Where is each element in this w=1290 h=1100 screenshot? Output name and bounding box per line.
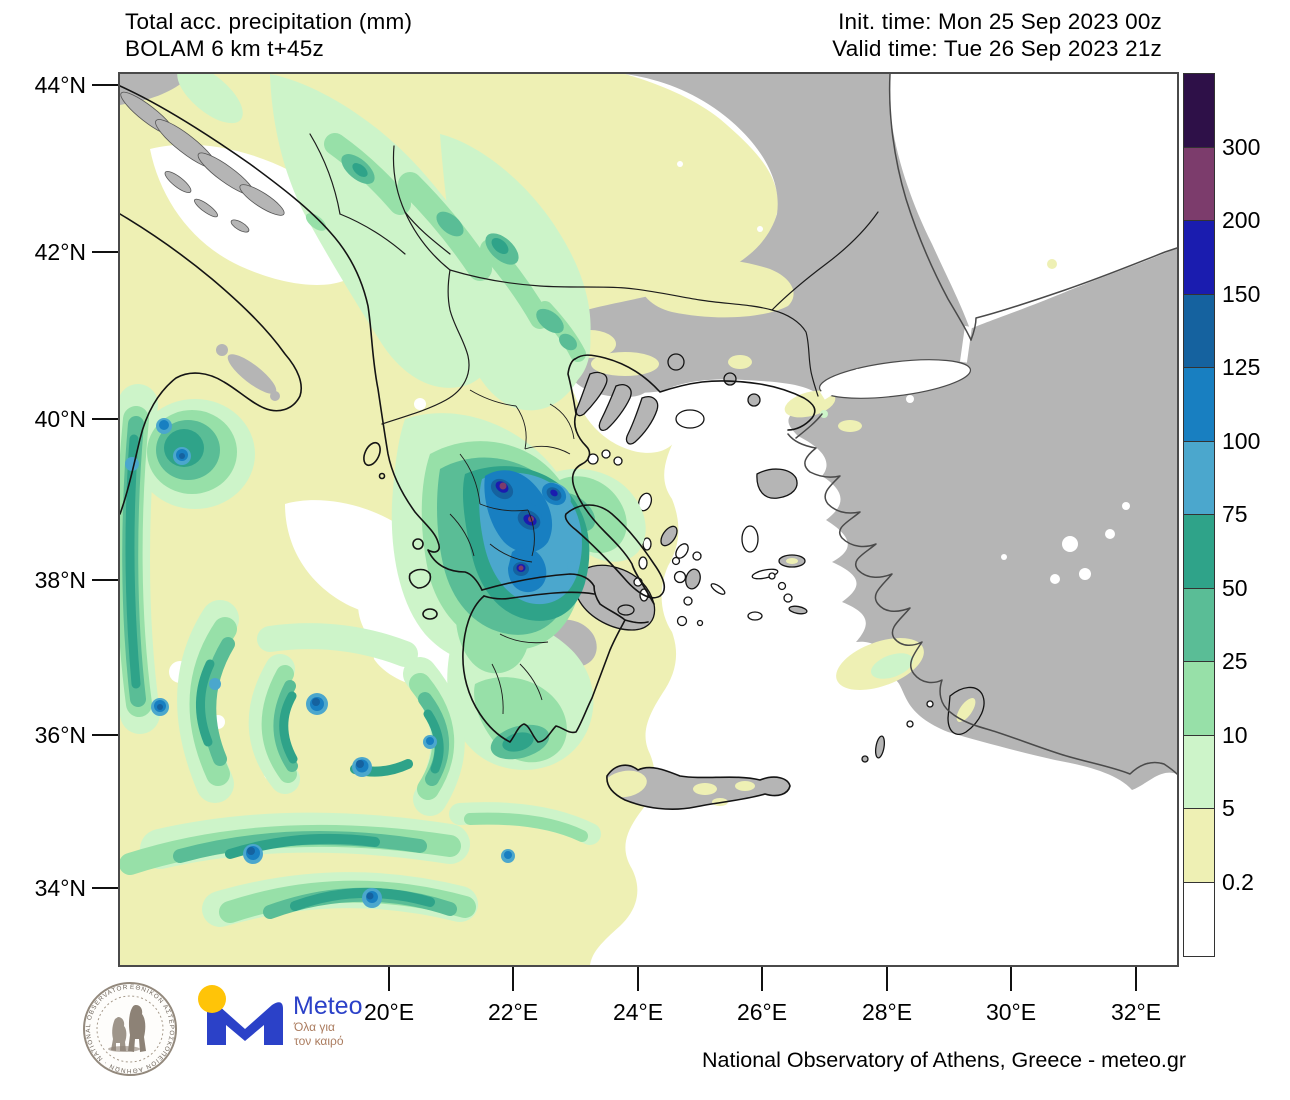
map-canvas xyxy=(120,74,1177,965)
lon-label: 28°E xyxy=(861,999,913,1025)
lon-tick xyxy=(1010,965,1012,991)
colorbar-segment xyxy=(1184,368,1214,442)
prefecture-borders xyxy=(449,389,575,715)
model-run-label: BOLAM 6 km t+45z xyxy=(125,36,324,61)
croatian-islands xyxy=(120,91,285,233)
colorbar-label: 0.2 xyxy=(1222,869,1254,895)
colorbar-segment xyxy=(1184,147,1214,221)
lon-tick xyxy=(1135,965,1137,991)
lat-label: 42°N xyxy=(34,239,86,265)
lat-tick xyxy=(92,251,118,253)
precipitation-colorbar xyxy=(1183,73,1215,957)
precip-125-150 xyxy=(157,453,562,900)
noa-seal-logo: ΕΘΝΙΚΟΝ ΑΣΤΕΡΟΣΚΟΠΕΙΟΝ ΑΘΗΝΩΝ · NATIONAL… xyxy=(80,979,177,1076)
lon-label: 32°E xyxy=(1110,999,1162,1025)
map-title: Total acc. precipitation (mm) xyxy=(125,9,413,34)
lon-label: 24°E xyxy=(612,999,664,1025)
title-block: Total acc. precipitation (mm) BOLAM 6 km … xyxy=(125,8,412,62)
lon-label: 22°E xyxy=(487,999,539,1025)
colorbar-segment xyxy=(1184,662,1214,736)
colorbar-label: 75 xyxy=(1222,501,1248,527)
country-borders xyxy=(309,133,879,425)
colorbar-label: 100 xyxy=(1222,428,1261,454)
colorbar-label: 300 xyxy=(1222,134,1261,160)
lon-tick xyxy=(512,965,514,991)
cyclades xyxy=(617,525,808,627)
colorbar-label: 25 xyxy=(1222,648,1248,674)
lat-label: 44°N xyxy=(34,72,86,98)
noa-seal-figures xyxy=(108,1005,146,1052)
colorbar-label: 150 xyxy=(1222,281,1261,307)
meteo-tagline-1: Όλα για xyxy=(293,1020,335,1034)
lon-label: 30°E xyxy=(985,999,1037,1025)
precipitation-map xyxy=(118,72,1179,967)
colorbar-segment xyxy=(1184,882,1214,956)
lat-tick xyxy=(92,887,118,889)
dry-land-layer xyxy=(120,74,1177,810)
lat-label: 34°N xyxy=(34,875,86,901)
lat-label: 36°N xyxy=(34,722,86,748)
colorbar-label: 5 xyxy=(1222,795,1235,821)
meteo-wordmark: Meteo xyxy=(293,992,362,1020)
colorbar-segment xyxy=(1184,588,1214,662)
lat-label: 38°N xyxy=(34,567,86,593)
colorbar-segment xyxy=(1184,515,1214,589)
meteo-m-glyph xyxy=(207,1002,283,1045)
colorbar-segment xyxy=(1184,74,1214,148)
coastlines xyxy=(120,74,1177,810)
lon-tick xyxy=(761,965,763,991)
lon-tick xyxy=(886,965,888,991)
sea-of-marmara xyxy=(818,326,972,400)
colorbar-segment xyxy=(1184,735,1214,809)
lat-tick xyxy=(92,84,118,86)
valid-time: Valid time: Tue 26 Sep 2023 21z xyxy=(832,36,1162,61)
lon-label: 20°E xyxy=(363,999,415,1025)
lat-tick xyxy=(92,734,118,736)
init-time: Init. time: Mon 25 Sep 2023 00z xyxy=(838,9,1162,34)
colorbar-label: 125 xyxy=(1222,354,1261,380)
meteo-sun-dot xyxy=(198,985,226,1013)
lat-label: 40°N xyxy=(34,406,86,432)
attribution-text: National Observatory of Athens, Greece -… xyxy=(702,1048,1186,1072)
time-block: Init. time: Mon 25 Sep 2023 00z Valid tim… xyxy=(832,8,1162,62)
meteo-logo: Meteo Όλα για τον καιρό xyxy=(198,985,362,1048)
colorbar-label: 200 xyxy=(1222,207,1261,233)
colorbar-segment xyxy=(1184,809,1214,883)
lat-tick xyxy=(92,579,118,581)
lon-label: 26°E xyxy=(736,999,788,1025)
meteo-tagline-2: τον καιρό xyxy=(294,1034,344,1048)
colorbar-segment xyxy=(1184,294,1214,368)
lat-tick xyxy=(92,418,118,420)
colorbar-label: 10 xyxy=(1222,722,1248,748)
lon-tick xyxy=(637,965,639,991)
colorbar-segment xyxy=(1184,441,1214,515)
lon-tick xyxy=(388,965,390,991)
colorbar-segment xyxy=(1184,221,1214,295)
colorbar-label: 50 xyxy=(1222,575,1248,601)
